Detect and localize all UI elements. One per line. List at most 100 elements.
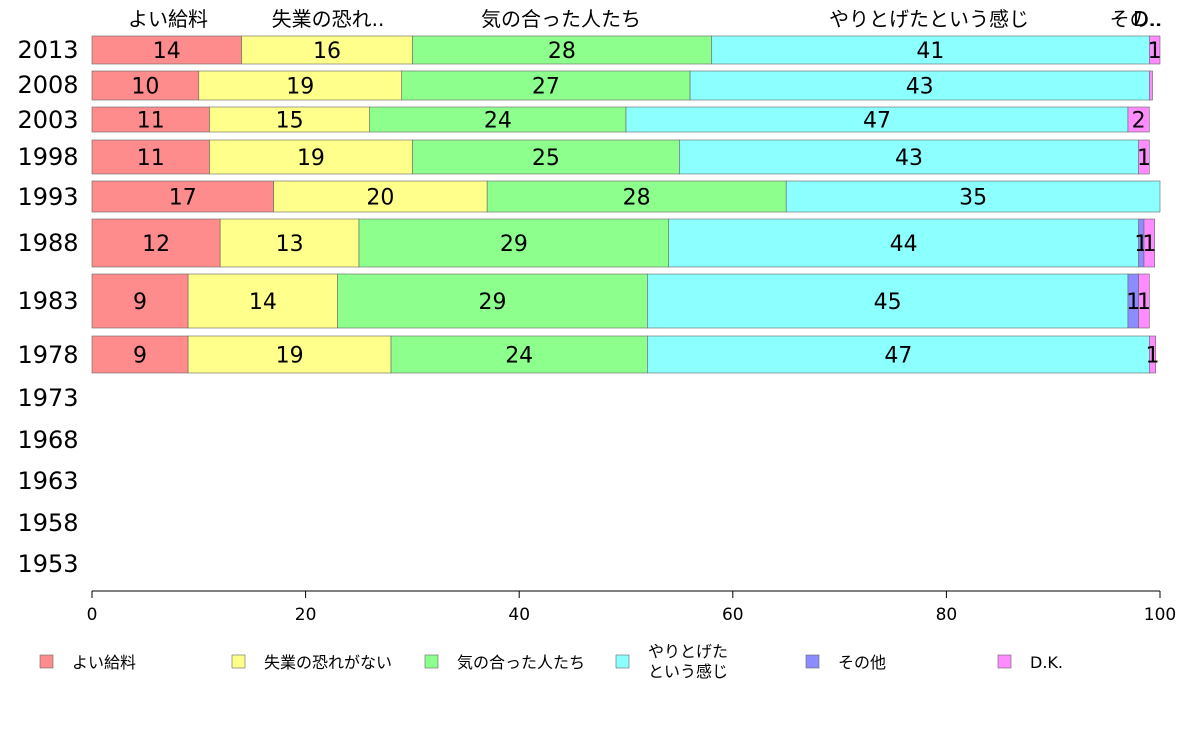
segment-value-label: 9: [133, 344, 147, 369]
x-tick-label: 80: [936, 605, 958, 625]
segment-value-label: 47: [884, 344, 912, 369]
year-label: 1958: [17, 509, 78, 537]
bar-segment: [625, 106, 1129, 133]
segment-value-label: 1: [1137, 290, 1151, 315]
bar-segment: [209, 139, 413, 175]
legend-label: やりとげた: [648, 642, 728, 661]
bar-segment: [689, 70, 1150, 101]
top-series-label: D..: [1133, 7, 1161, 31]
bar-segment: [711, 35, 1150, 65]
segment-value-label: 11: [137, 146, 165, 171]
bar-segment: [91, 218, 221, 268]
segment-value-label: 45: [874, 290, 902, 315]
bar-segment: [358, 218, 670, 268]
year-label: 1963: [17, 467, 78, 495]
legend-label: その他: [838, 653, 886, 672]
legend-swatch: [39, 654, 54, 669]
segment-value-label: 44: [890, 232, 918, 257]
year-label: 1983: [17, 287, 78, 315]
legend-label: よい給料: [72, 653, 136, 672]
segment-value-label: 43: [906, 75, 934, 100]
segment-value-label: 35: [959, 186, 987, 211]
bar-segment: [1127, 106, 1150, 133]
x-tick-label: 40: [508, 605, 530, 625]
segment-value-label: 16: [313, 39, 341, 64]
year-label: 1978: [17, 341, 78, 369]
bar-segment: [486, 180, 787, 213]
segment-value-label: 28: [623, 186, 651, 211]
x-tick-label: 20: [295, 605, 317, 625]
bar-segment: [91, 106, 210, 133]
bar-segment: [219, 218, 360, 268]
bar-segment: [91, 70, 200, 101]
legend-label: 失業の恐れがない: [264, 653, 392, 672]
bar-segment: [1149, 335, 1157, 374]
bar-segment: [1149, 70, 1153, 101]
segment-value-label: 47: [863, 109, 891, 134]
year-label: 2003: [17, 106, 78, 134]
bar-segment: [647, 335, 1150, 374]
bar-segment: [273, 180, 488, 213]
segment-value-label: 43: [895, 146, 923, 171]
segment-value-label: 13: [276, 232, 304, 257]
segment-value-label: 1: [1137, 146, 1151, 171]
top-series-label: やりとげたという感じ: [829, 7, 1029, 31]
bar-segment: [209, 106, 370, 133]
segment-value-label: 9: [133, 290, 147, 315]
segment-value-label: 1: [1126, 290, 1140, 315]
bar-segment: [369, 106, 627, 133]
segment-value-label: 25: [532, 146, 560, 171]
bar-segment: [679, 139, 1139, 175]
year-label: 1973: [17, 384, 78, 412]
top-series-label: その..: [1110, 7, 1163, 31]
bar-segment: [785, 180, 1161, 213]
segment-value-label: 24: [505, 344, 533, 369]
segment-value-label: 14: [249, 290, 277, 315]
bar-segment: [1149, 35, 1161, 65]
x-tick-label: 100: [1144, 605, 1176, 625]
year-label: 1968: [17, 426, 78, 454]
bar-segment: [198, 70, 403, 101]
segment-value-label: 1: [1148, 39, 1162, 64]
bar-segment: [412, 35, 712, 65]
top-series-label: 失業の恐れ..: [272, 7, 385, 31]
bar-segment: [187, 273, 338, 329]
bar-segment: [390, 335, 648, 374]
segment-value-label: 11: [137, 109, 165, 134]
segment-value-label: 29: [479, 290, 507, 315]
segment-value-label: 12: [142, 232, 170, 257]
segment-value-label: 1: [1142, 232, 1156, 257]
bar-segment: [1138, 139, 1150, 175]
bar-segment: [91, 139, 210, 175]
segment-value-label: 15: [276, 109, 304, 134]
top-series-label: 気の合った人たち: [481, 7, 641, 31]
bar-segment: [337, 273, 648, 329]
segment-value-label: 27: [532, 75, 560, 100]
bar-segment: [1138, 273, 1150, 329]
segment-value-label: 10: [131, 75, 159, 100]
x-tick-label: 0: [87, 605, 98, 625]
segment-value-label: 19: [276, 344, 304, 369]
bar-segment: [668, 218, 1139, 268]
bar-segment: [1143, 218, 1155, 268]
segment-value-label: 1: [1146, 344, 1160, 369]
segment-value-label: 2: [1132, 109, 1146, 134]
segment-value-label: 19: [286, 75, 314, 100]
bar-segment: [412, 139, 680, 175]
segment-value-label: 19: [297, 146, 325, 171]
legend-label: という感じ: [648, 662, 728, 681]
x-tick-label: 60: [722, 605, 744, 625]
segment-value-label: 41: [916, 39, 944, 64]
year-label: 1993: [17, 183, 78, 211]
bar-segment: [91, 180, 274, 213]
segment-value-label: 20: [366, 186, 394, 211]
legend-swatch: [231, 654, 246, 669]
segment-value-label: 29: [500, 232, 528, 257]
segment-value-label: 24: [484, 109, 512, 134]
top-series-label: よい給料: [128, 7, 208, 31]
bar-segment: [91, 273, 189, 329]
bar-segment: [647, 273, 1129, 329]
legend-label: D.K.: [1030, 653, 1063, 672]
segment-value-label: 28: [548, 39, 576, 64]
